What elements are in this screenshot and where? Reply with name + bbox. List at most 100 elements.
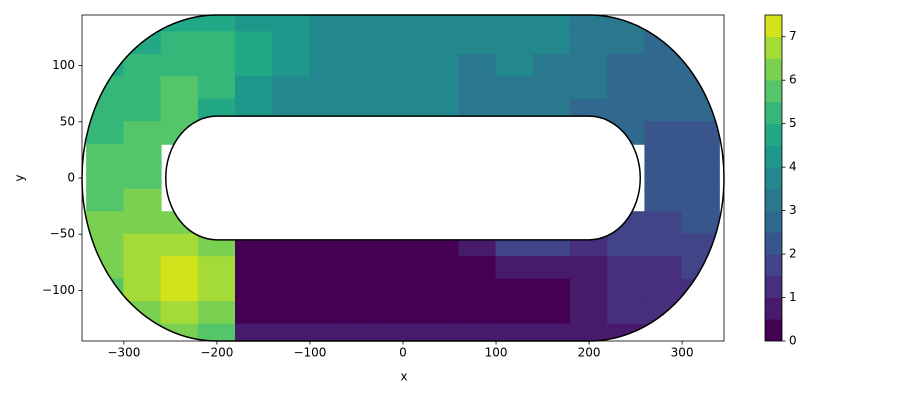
contour-cell — [346, 256, 385, 280]
contour-cell — [86, 143, 125, 168]
contour-cell — [309, 15, 348, 33]
x-tick-label: 300 — [671, 346, 694, 360]
contour-cell — [235, 278, 274, 303]
contour-cell — [607, 76, 646, 100]
contour-cell — [421, 256, 460, 280]
contour-cell — [607, 256, 646, 280]
contour-cell — [644, 121, 683, 145]
contour-cell — [160, 98, 199, 123]
y-tick-label: −50 — [50, 227, 75, 241]
contour-cell — [123, 188, 162, 213]
contour-cell — [383, 323, 423, 341]
contour-cell — [160, 76, 199, 100]
contour-cell — [272, 256, 311, 280]
contour-cell — [272, 53, 311, 78]
colorbar-segment — [765, 58, 782, 81]
contour-cell — [160, 53, 199, 78]
contour-cell — [86, 15, 125, 33]
contour-cell — [569, 31, 609, 55]
contour-cell — [458, 15, 497, 33]
contour-cell — [123, 121, 162, 145]
contour-cell — [644, 256, 683, 280]
contour-cell — [197, 301, 237, 325]
contour-cell — [123, 98, 162, 123]
contour-cell — [458, 256, 497, 280]
contour-cell — [458, 301, 497, 325]
contour-cell — [607, 278, 646, 303]
contour-cell — [458, 53, 497, 78]
contour-cell — [644, 15, 683, 33]
colorbar-segment — [765, 297, 782, 320]
contour-cell — [235, 15, 274, 33]
contour-cell — [421, 278, 460, 303]
contour-cell — [681, 211, 720, 235]
contour-cell — [309, 76, 348, 100]
contour-cell — [383, 15, 423, 33]
x-axis-label: x — [400, 370, 407, 384]
colorbar-frame — [764, 14, 783, 342]
contour-cell — [644, 301, 683, 325]
contour-cell — [235, 256, 274, 280]
contour-cell — [86, 211, 125, 235]
colorbar-segment — [765, 15, 782, 38]
contour-cell — [569, 301, 609, 325]
contour-cell — [607, 53, 646, 78]
contour-cell — [383, 53, 423, 78]
colorbar-tick-label: 3 — [789, 203, 797, 217]
contour-cell — [309, 31, 348, 55]
contour-cell — [532, 53, 571, 78]
contour-cell — [309, 53, 348, 78]
contour-cell — [383, 31, 423, 55]
contour-cell — [346, 278, 385, 303]
contour-cell — [235, 31, 274, 55]
contour-cell — [532, 31, 571, 55]
contour-cell — [235, 76, 274, 100]
y-tick-label: 100 — [52, 58, 75, 72]
contour-cell — [458, 278, 497, 303]
contour-cell — [495, 256, 534, 280]
contour-cell — [346, 53, 385, 78]
contour-cell — [86, 121, 125, 145]
contour-cell — [569, 256, 609, 280]
contour-cell — [272, 301, 311, 325]
contour-cell — [197, 31, 237, 55]
contour-cell — [346, 301, 385, 325]
colorbar-segment — [765, 145, 782, 168]
x-tick-label: 0 — [399, 346, 407, 360]
contour-cell — [495, 76, 534, 100]
contour-cell — [681, 323, 720, 341]
colorbar-segment — [765, 101, 782, 124]
contour-cell — [123, 15, 162, 33]
contour-cell — [86, 166, 125, 190]
contour-cell — [644, 143, 683, 168]
colorbar-segment — [765, 36, 782, 59]
contour-cell — [569, 53, 609, 78]
contour-cell — [644, 188, 683, 213]
colorbar-tick-label: 7 — [789, 29, 797, 43]
colorbar-tick-label: 5 — [789, 116, 797, 130]
contour-cell — [644, 53, 683, 78]
contour-cell — [160, 301, 199, 325]
contour-cell — [272, 31, 311, 55]
contour-cell — [532, 323, 571, 341]
contour-cell — [272, 76, 311, 100]
contour-cell — [644, 233, 683, 258]
contour-cell — [569, 278, 609, 303]
contour-cell — [123, 143, 162, 168]
colorbar-tick-label: 6 — [789, 73, 797, 87]
contour-cell — [569, 15, 609, 33]
colorbar-segment — [765, 188, 782, 211]
contour-cell — [383, 76, 423, 100]
contour-cell — [160, 233, 199, 258]
colorbar-segment — [765, 123, 782, 146]
contour-cell — [86, 76, 125, 100]
contour-cell — [495, 323, 534, 341]
colorbar-segment — [765, 80, 782, 103]
contour-cell — [644, 98, 683, 123]
contour-cell — [681, 256, 720, 280]
contour-cell — [197, 15, 237, 33]
contour-cell — [495, 53, 534, 78]
contour-cell — [86, 323, 125, 341]
contour-cell — [309, 278, 348, 303]
